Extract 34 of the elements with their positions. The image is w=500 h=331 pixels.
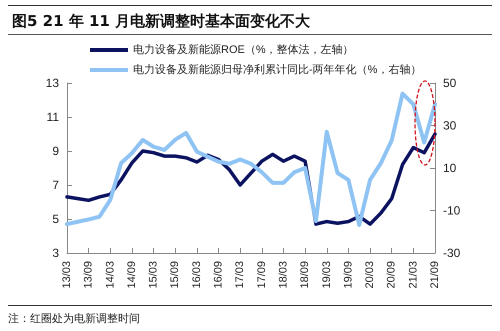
y-tick-label: 9 [52,144,60,158]
x-tick-label: 14/09 [126,261,138,289]
x-tick-label: 16/09 [212,261,225,289]
x-tick-label: 20/03 [364,261,376,289]
y2-tick-label: 50 [443,76,457,90]
x-tick-label: 17/03 [234,261,246,289]
x-tick-label: 19/03 [320,261,333,289]
x-tick-label: 17/09 [256,261,268,289]
x-tick-label: 18/03 [277,261,290,289]
x-tick-label: 19/09 [342,261,354,289]
x-tick-label: 14/03 [104,261,116,289]
x-tick-label: 13/09 [82,261,95,289]
x-tick-label: 15/03 [148,261,160,289]
y-tick-label: 13 [46,76,60,90]
y-tick-label: 11 [46,110,60,124]
x-tick-label: 21/03 [407,261,420,289]
y2-tick-label: -10 [443,204,461,218]
line-series [65,92,437,227]
x-tick-label: 21/09 [429,261,441,289]
y2-tick-label: -30 [443,246,461,260]
text: 注：红圈处为电新调整时间 [8,305,492,326]
y2-tick-label: 10 [443,161,457,175]
legend-label: 电力设备及新能源归母净利累计同比-两年年化（%，右轴） [133,63,422,76]
y-tick-label: 5 [52,212,60,226]
chart-title: 图5 21 年 11 月电新调整时基本面变化不大 [8,5,492,35]
x-tick-label: 20/09 [386,261,398,289]
legend-label: 电力设备及新能源ROE（%，整体法，左轴） [133,43,354,56]
y2-tick-label: 30 [443,118,457,132]
x-tick-label: 15/09 [169,261,182,289]
x-tick-label: 18/09 [299,261,312,289]
y-tick-label: 3 [52,246,60,260]
x-tick-label: 16/03 [190,261,203,289]
y-tick-label: 7 [52,178,60,192]
x-tick-label: 13/03 [61,261,73,289]
